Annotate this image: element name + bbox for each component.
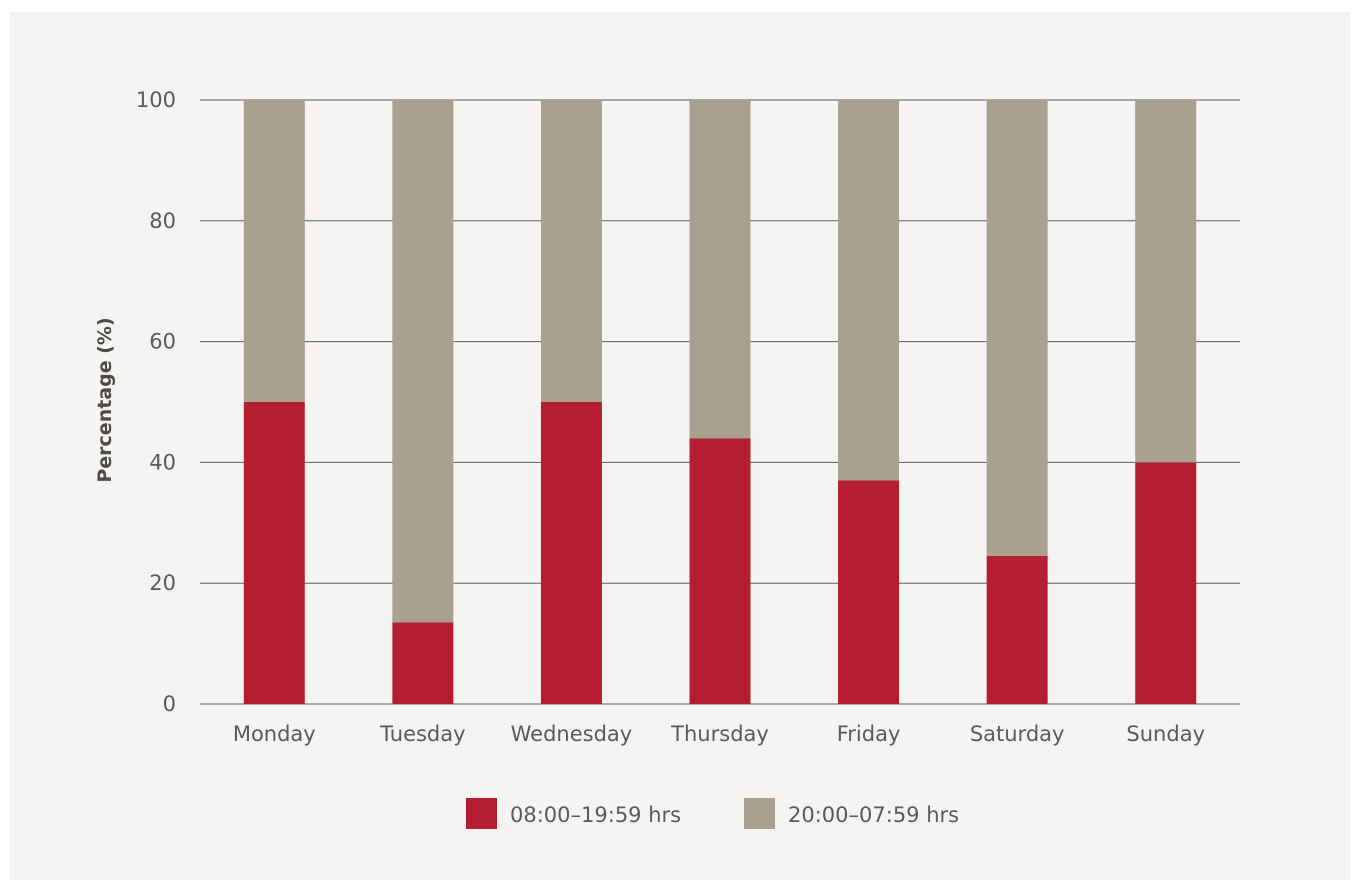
bar-saturday-series-1 [986, 556, 1048, 704]
legend-swatch-series-2 [744, 798, 775, 829]
y-tick-label: 80 [149, 209, 176, 233]
bar-thursday-series-2 [689, 100, 751, 439]
bar-sunday-series-1 [1135, 462, 1197, 704]
y-tick-label: 60 [149, 330, 176, 354]
bar-tuesday-series-1 [392, 622, 454, 704]
x-category-label: Sunday [1126, 722, 1205, 746]
bar-sunday-series-2 [1135, 100, 1197, 463]
x-category-label: Saturday [970, 722, 1065, 746]
bar-wednesday-series-1 [540, 402, 602, 704]
bars [243, 100, 1197, 704]
bar-wednesday-series-2 [540, 100, 602, 402]
x-category-label: Tuesday [379, 722, 465, 746]
x-axis-categories: Monday Tuesday Wednesday Thursday Friday Satu… [233, 722, 1205, 746]
bar-tuesday-series-2 [392, 100, 454, 623]
y-tick-label: 0 [163, 692, 176, 716]
chart-panel: 0 20 40 60 80 100 Monday Tuesday Wednesday Thurs… [10, 12, 1350, 880]
y-tick-label: 100 [136, 88, 176, 112]
stacked-bar-chart: 0 20 40 60 80 100 Monday Tuesday Wednesday Thurs… [94, 88, 1240, 829]
x-category-label: Thursday [670, 722, 769, 746]
x-category-label: Monday [233, 722, 316, 746]
y-tick-label: 40 [149, 450, 176, 474]
bar-friday-series-1 [838, 480, 900, 704]
legend-swatch-series-1 [466, 798, 497, 829]
bar-friday-series-2 [838, 100, 900, 481]
bar-monday-series-1 [243, 402, 305, 704]
bar-saturday-series-2 [986, 100, 1048, 557]
x-category-label: Friday [837, 722, 901, 746]
legend: 08:00–19:59 hrs 20:00–07:59 hrs [466, 798, 959, 829]
x-category-label: Wednesday [511, 722, 633, 746]
y-axis-title: Percentage (%) [94, 317, 116, 482]
legend-label-series-1: 08:00–19:59 hrs [510, 803, 681, 827]
legend-label-series-2: 20:00–07:59 hrs [788, 803, 959, 827]
y-tick-label: 20 [149, 571, 176, 595]
bar-thursday-series-1 [689, 438, 751, 704]
bar-monday-series-2 [243, 100, 305, 402]
y-axis-ticks: 0 20 40 60 80 100 [136, 88, 176, 716]
